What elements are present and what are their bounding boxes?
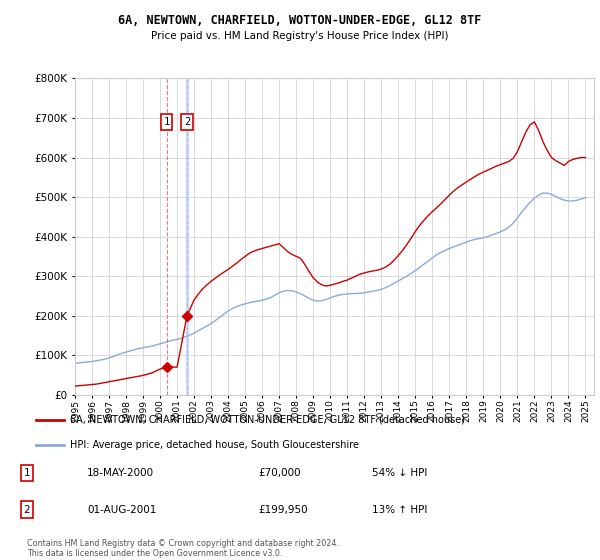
Text: 6A, NEWTOWN, CHARFIELD, WOTTON-UNDER-EDGE, GL12 8TF: 6A, NEWTOWN, CHARFIELD, WOTTON-UNDER-EDG… [118,14,482,27]
Text: 6A, NEWTOWN, CHARFIELD, WOTTON-UNDER-EDGE, GL12 8TF (detached house): 6A, NEWTOWN, CHARFIELD, WOTTON-UNDER-EDG… [70,414,464,424]
Text: £199,950: £199,950 [258,505,308,515]
Text: Price paid vs. HM Land Registry's House Price Index (HPI): Price paid vs. HM Land Registry's House … [151,31,449,41]
Text: 2: 2 [23,505,31,515]
Text: 18-MAY-2000: 18-MAY-2000 [87,468,154,478]
Text: £70,000: £70,000 [258,468,301,478]
Text: HPI: Average price, detached house, South Gloucestershire: HPI: Average price, detached house, Sout… [70,440,359,450]
Text: 13% ↑ HPI: 13% ↑ HPI [372,505,427,515]
Text: 1: 1 [163,117,170,127]
Text: 54% ↓ HPI: 54% ↓ HPI [372,468,427,478]
Text: 2: 2 [184,117,190,127]
Text: Contains HM Land Registry data © Crown copyright and database right 2024.
This d: Contains HM Land Registry data © Crown c… [27,539,339,558]
Bar [186,78,188,395]
Text: 01-AUG-2001: 01-AUG-2001 [87,505,157,515]
Text: 1: 1 [23,468,31,478]
